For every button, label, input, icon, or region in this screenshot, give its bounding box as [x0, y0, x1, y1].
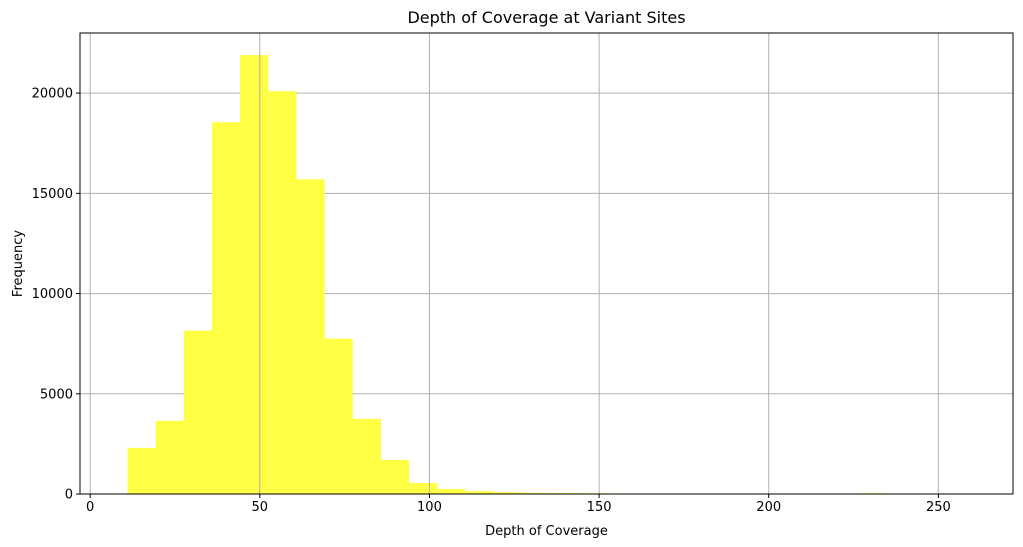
x-tick-label: 250: [926, 500, 951, 515]
y-tick-label: 20000: [32, 87, 73, 102]
histogram-bar: [184, 331, 212, 494]
histogram-bar: [353, 419, 381, 494]
histogram-bar: [437, 489, 465, 494]
x-tick-label: 150: [587, 500, 612, 515]
y-tick-label: 0: [65, 488, 73, 503]
y-tick-label: 10000: [32, 287, 73, 302]
histogram-bars: [127, 55, 972, 494]
histogram-bar: [325, 339, 353, 494]
x-axis-ticks: 0 50 100 150 200 250: [86, 494, 951, 515]
y-axis-label: Frequency: [11, 230, 26, 297]
x-tick-label: 200: [756, 500, 781, 515]
y-axis-ticks: 0 5000 10000 15000 20000: [32, 87, 80, 503]
histogram-bar: [240, 55, 268, 494]
histogram-bar: [212, 122, 240, 494]
histogram-bar: [127, 448, 155, 494]
histogram-bar: [409, 483, 437, 494]
histogram-bar: [296, 179, 324, 494]
x-axis-label: Depth of Coverage: [485, 524, 608, 539]
x-tick-label: 0: [86, 500, 94, 515]
x-tick-label: 50: [252, 500, 269, 515]
x-tick-label: 100: [417, 500, 442, 515]
y-tick-label: 15000: [32, 187, 73, 202]
y-tick-label: 5000: [40, 387, 73, 402]
histogram-bar: [381, 460, 409, 494]
histogram-bar: [268, 91, 296, 494]
chart-title: Depth of Coverage at Variant Sites: [407, 8, 685, 27]
histogram-bar: [156, 421, 184, 494]
